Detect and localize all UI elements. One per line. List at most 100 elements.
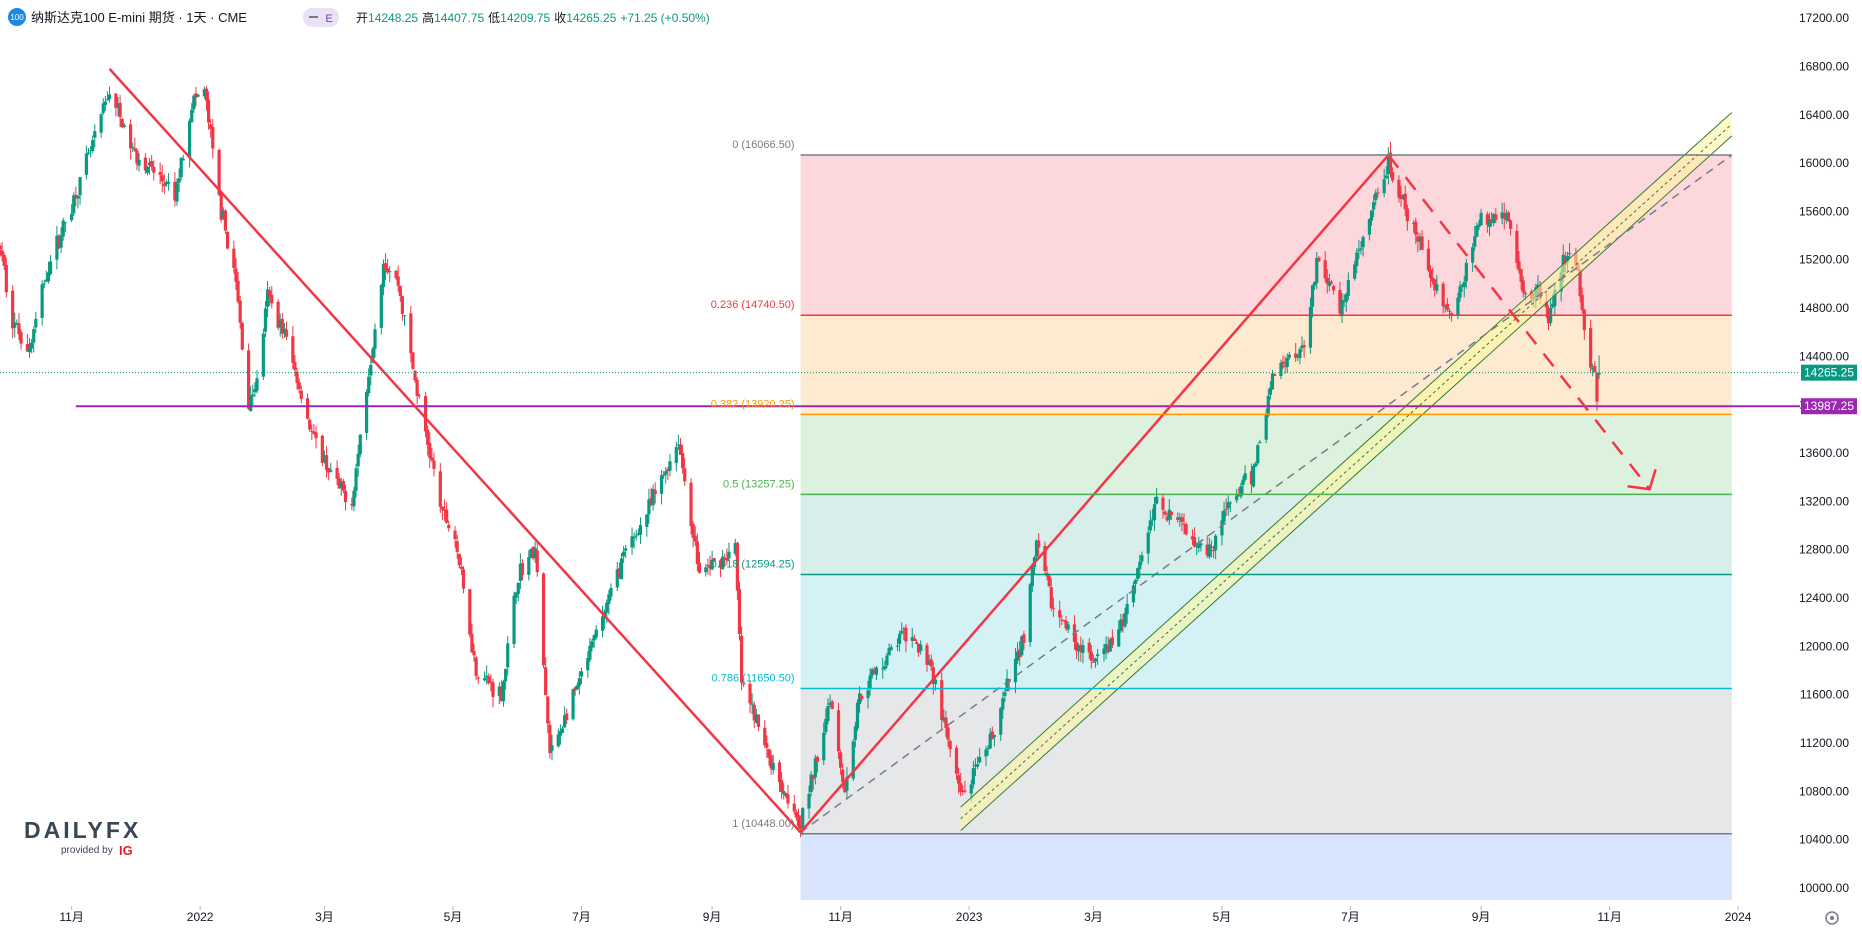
candle (447, 520, 451, 532)
gear-icon[interactable] (1825, 911, 1839, 925)
candle-body (1140, 555, 1144, 562)
candle (826, 698, 830, 725)
candle-body (209, 124, 213, 129)
candle-body (954, 747, 959, 774)
candle (556, 728, 560, 748)
candle-body (1074, 642, 1079, 651)
candle-body (546, 696, 550, 724)
candle (1140, 551, 1144, 565)
candle (120, 117, 124, 129)
candle (1589, 319, 1593, 374)
candle-body (750, 703, 754, 705)
candle (25, 334, 29, 353)
fib-label-0.236: 0.236 (14740.50) (711, 299, 795, 311)
candle (999, 706, 1003, 742)
event-badge-bg[interactable] (303, 8, 339, 27)
candle (1317, 256, 1321, 262)
candle-body (1595, 372, 1599, 402)
candle-body (638, 524, 643, 535)
candle-body (579, 671, 584, 677)
event-badge[interactable]: E (325, 13, 332, 25)
candle-body (1580, 294, 1584, 311)
candle-body (91, 139, 95, 151)
candle-body (1283, 365, 1287, 368)
candle (1359, 241, 1363, 255)
candle-body (590, 641, 594, 648)
symbol-title[interactable]: 纳斯达克100 E-mini 期货 · 1天 · CME (31, 10, 247, 25)
channel-lower-line[interactable] (960, 135, 1733, 831)
candle-body (78, 177, 82, 196)
candle-body (1089, 651, 1093, 661)
candle-body (1138, 561, 1142, 570)
candle (870, 667, 874, 679)
x-tick-label: 11月 (1597, 910, 1621, 924)
candle-body (438, 471, 442, 507)
candle (573, 686, 577, 696)
time-axis[interactable]: 11月 2022 3月 5月 7月 9月 11月 2023 3月 5月 7月 9月 11月 2024 (59, 906, 1752, 924)
candle-body (1361, 237, 1365, 248)
candle (455, 534, 459, 559)
candle (1298, 347, 1302, 365)
candle (902, 626, 906, 641)
x-tick-label: 7月 (1341, 910, 1360, 924)
candle (162, 173, 166, 195)
downtrend-line[interactable] (108, 68, 802, 834)
candle (46, 261, 51, 284)
candle-body (541, 573, 546, 666)
price-axis[interactable]: 10000.00 10400.00 10800.00 11200.00 11600.00… (1799, 11, 1849, 895)
candle-body (386, 268, 390, 273)
candle (72, 192, 76, 216)
candle (276, 299, 280, 330)
candle (767, 748, 771, 766)
candle (1224, 498, 1228, 517)
candle (1435, 275, 1439, 295)
channel-upper-line[interactable] (960, 112, 1733, 808)
forecast-arrow-line[interactable] (1387, 154, 1651, 491)
drawing-layer[interactable] (0, 68, 1800, 834)
candle (948, 739, 952, 758)
candle-body (973, 764, 978, 767)
candle-body (723, 557, 727, 560)
candle-body (1273, 374, 1277, 376)
candle-body (15, 323, 19, 325)
candle-body (1249, 471, 1254, 485)
candle (1167, 499, 1171, 526)
candle (919, 640, 923, 655)
candle-body (440, 506, 445, 510)
candle-body (166, 181, 171, 184)
high-label: 高 (422, 10, 434, 25)
candle-body (725, 558, 729, 561)
candle-body (754, 714, 758, 723)
candle (634, 529, 638, 541)
candle-body (695, 541, 699, 565)
candle (468, 589, 472, 637)
price-tags: 14265.25 13987.25 (1801, 364, 1857, 415)
candle-body (1163, 511, 1167, 515)
candle-body (70, 213, 74, 221)
x-tick-label: 5月 (1213, 910, 1232, 924)
candle-body (1519, 269, 1523, 282)
candle-body (133, 148, 137, 151)
candle-body (1490, 219, 1494, 223)
candle (973, 758, 978, 777)
candle-body (76, 196, 80, 199)
candle-body (343, 490, 348, 503)
candle (986, 745, 990, 756)
candle (32, 326, 36, 353)
candle (1508, 219, 1513, 236)
candle (476, 675, 480, 685)
candle (364, 389, 369, 441)
candle (659, 469, 664, 505)
fib-label-0.5: 0.5 (13257.25) (723, 478, 795, 490)
candle-body (411, 352, 415, 369)
candle-body (900, 630, 904, 634)
candle-body (1079, 645, 1083, 652)
candle-body (512, 595, 516, 644)
candle (438, 463, 442, 513)
candle-body (295, 371, 299, 383)
candle (647, 488, 651, 524)
candle (86, 148, 91, 156)
candle (956, 767, 961, 794)
candle (868, 668, 872, 696)
